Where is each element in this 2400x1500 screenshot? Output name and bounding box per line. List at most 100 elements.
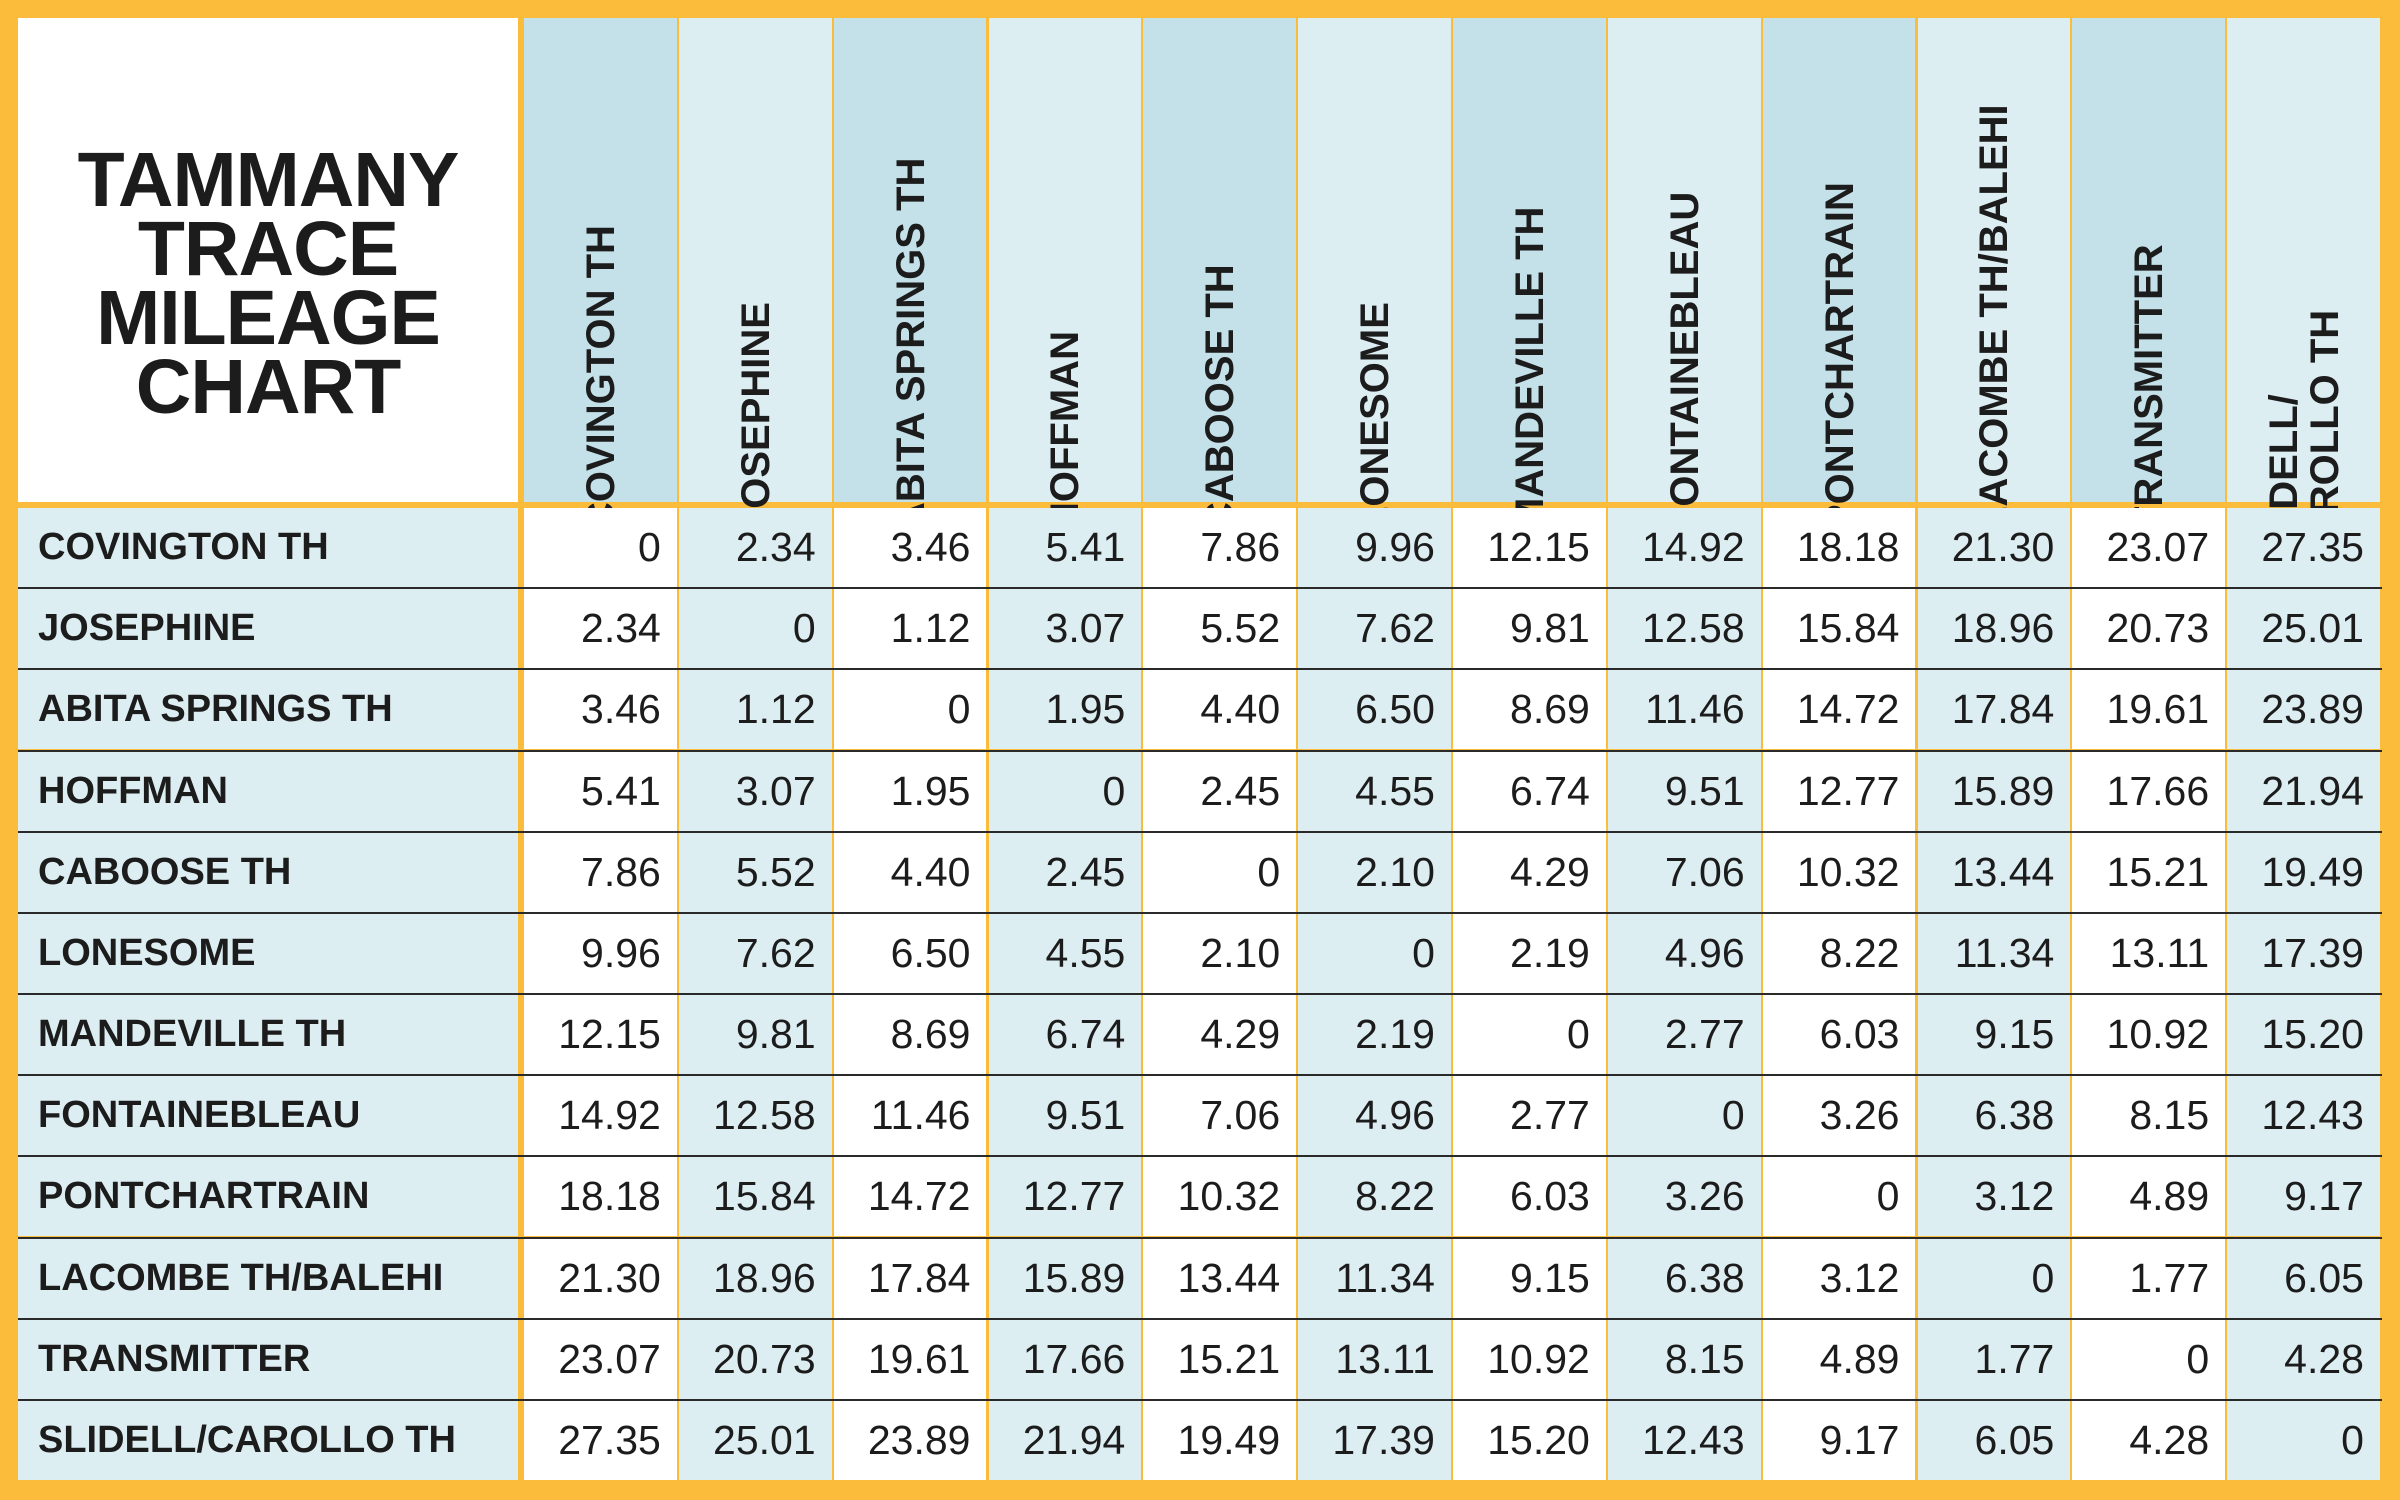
row-header-column: COVINGTON TH JOSEPHINE ABITA SPRINGS TH HOF… xyxy=(18,508,518,1482)
row-divider xyxy=(18,830,2382,833)
mileage-cell: 21.94 xyxy=(988,1400,1142,1480)
column-header: PONTCHARTRAIN xyxy=(1762,18,1916,531)
mileage-cell: 1.77 xyxy=(1917,1319,2071,1399)
mileage-cell: 4.40 xyxy=(1143,670,1297,750)
mileage-cell: 3.46 xyxy=(833,508,987,588)
mileage-cell: 4.89 xyxy=(1762,1319,1916,1399)
mileage-cell: 2.77 xyxy=(1453,1076,1606,1156)
mileage-cell: 23.89 xyxy=(2227,670,2380,750)
mileage-cell: 14.72 xyxy=(833,1157,987,1237)
mileage-cell: 2.45 xyxy=(1143,751,1297,831)
chart-title-line: TAMMANY xyxy=(77,137,460,223)
chart-title-line: CHART xyxy=(135,344,401,430)
column-header-label: LONESOME xyxy=(1353,302,1398,531)
column-header: CABOOSE TH xyxy=(1143,18,1297,531)
mileage-cell: 11.34 xyxy=(1298,1238,1451,1318)
mileage-cell: 9.17 xyxy=(2227,1157,2380,1237)
mileage-cell: 2.19 xyxy=(1298,995,1451,1075)
mileage-cell: 3.26 xyxy=(1607,1157,1761,1237)
mileage-cell: 0 xyxy=(1298,913,1451,993)
mileage-cell: 7.06 xyxy=(1607,832,1761,912)
mileage-cell: 15.21 xyxy=(1143,1319,1297,1399)
mileage-cell: 14.92 xyxy=(524,1076,677,1156)
mileage-cell: 4.29 xyxy=(1453,832,1606,912)
mileage-cell: 19.49 xyxy=(2227,832,2380,912)
mileage-cell: 17.84 xyxy=(1917,670,2071,750)
mileage-cell: 5.52 xyxy=(1143,589,1297,669)
mileage-cell: 9.15 xyxy=(1453,1238,1606,1318)
mileage-cell: 2.34 xyxy=(678,508,832,588)
mileage-cell: 12.15 xyxy=(524,995,677,1075)
mileage-cell: 17.39 xyxy=(2227,913,2380,993)
mileage-cell: 0 xyxy=(833,670,987,750)
column-header-label: TRANSMITTER xyxy=(2127,244,2172,531)
row-divider xyxy=(18,993,2382,995)
mileage-cell: 2.34 xyxy=(524,589,677,669)
mileage-cell: 21.30 xyxy=(524,1238,677,1318)
mileage-cell: 10.32 xyxy=(1762,832,1916,912)
row-divider xyxy=(18,911,2382,914)
mileage-cell: 4.28 xyxy=(2072,1400,2226,1480)
mileage-cell: 0 xyxy=(1917,1238,2071,1318)
mileage-cell: 17.66 xyxy=(2072,751,2226,831)
mileage-cell: 1.12 xyxy=(678,670,832,750)
mileage-cell: 15.89 xyxy=(1917,751,2071,831)
mileage-cell: 18.96 xyxy=(1917,589,2071,669)
mileage-cell: 6.74 xyxy=(988,995,1142,1075)
row-header: MANDEVILLE TH xyxy=(18,995,518,1075)
row-header: COVINGTON TH xyxy=(18,508,518,588)
column-header: COVINGTON TH xyxy=(524,18,677,531)
mileage-cell: 12.77 xyxy=(1762,751,1916,831)
column-header-label: LACOMBE TH/BALEHI xyxy=(1972,104,2017,531)
mileage-cell: 25.01 xyxy=(2227,589,2380,669)
mileage-cell: 9.81 xyxy=(1453,589,1606,669)
mileage-cell: 1.95 xyxy=(833,751,987,831)
mileage-cell: 6.50 xyxy=(833,913,987,993)
mileage-cell: 15.84 xyxy=(678,1157,832,1237)
mileage-cell: 19.49 xyxy=(1143,1400,1297,1480)
row-divider xyxy=(18,1236,2382,1239)
row-divider xyxy=(18,749,2382,752)
mileage-cell: 23.07 xyxy=(2072,508,2226,588)
row-header: LACOMBE TH/BALEHI xyxy=(18,1238,518,1318)
column-header: LACOMBE TH/BALEHI xyxy=(1917,18,2071,531)
mileage-cell: 20.73 xyxy=(2072,589,2226,669)
mileage-cell: 4.28 xyxy=(2227,1319,2380,1399)
mileage-cell: 9.15 xyxy=(1917,995,2071,1075)
mileage-cell: 20.73 xyxy=(678,1319,832,1399)
mileage-cell: 2.10 xyxy=(1298,832,1451,912)
mileage-cell: 4.96 xyxy=(1607,913,1761,993)
mileage-cell: 17.39 xyxy=(1298,1400,1451,1480)
mileage-cell: 2.45 xyxy=(988,832,1142,912)
row-header: TRANSMITTER xyxy=(18,1319,518,1399)
mileage-cell: 0 xyxy=(2072,1319,2226,1399)
mileage-cell: 27.35 xyxy=(2227,508,2380,588)
mileage-cell: 9.81 xyxy=(678,995,832,1075)
mileage-cell: 6.38 xyxy=(1607,1238,1761,1318)
mileage-cell: 13.44 xyxy=(1917,832,2071,912)
mileage-cell: 7.86 xyxy=(1143,508,1297,588)
column-header-label: PONTCHARTRAIN xyxy=(1817,182,1862,531)
row-divider xyxy=(18,587,2382,590)
mileage-cell: 0 xyxy=(678,589,832,669)
mileage-cell: 17.84 xyxy=(833,1238,987,1318)
mileage-cell: 21.30 xyxy=(1917,508,2071,588)
chart-title-line: TRACE xyxy=(137,206,399,292)
column-header: ABITA SPRINGS TH xyxy=(833,18,987,531)
mileage-cell: 17.66 xyxy=(988,1319,1142,1399)
mileage-cell: 21.94 xyxy=(2227,751,2380,831)
mileage-cell: 3.07 xyxy=(678,751,832,831)
column-header: MANDEVILLE TH xyxy=(1453,18,1606,531)
mileage-cell: 3.46 xyxy=(524,670,677,750)
mileage-cell: 13.44 xyxy=(1143,1238,1297,1318)
mileage-cell: 3.07 xyxy=(988,589,1142,669)
mileage-cell: 0 xyxy=(1143,832,1297,912)
mileage-cell: 6.03 xyxy=(1453,1157,1606,1237)
mileage-cell: 1.95 xyxy=(988,670,1142,750)
mileage-cell: 10.92 xyxy=(1453,1319,1606,1399)
mileage-cell: 3.12 xyxy=(1917,1157,2071,1237)
row-header: JOSEPHINE xyxy=(18,589,518,669)
mileage-cell: 6.05 xyxy=(2227,1238,2380,1318)
mileage-cell: 0 xyxy=(1607,1076,1761,1156)
